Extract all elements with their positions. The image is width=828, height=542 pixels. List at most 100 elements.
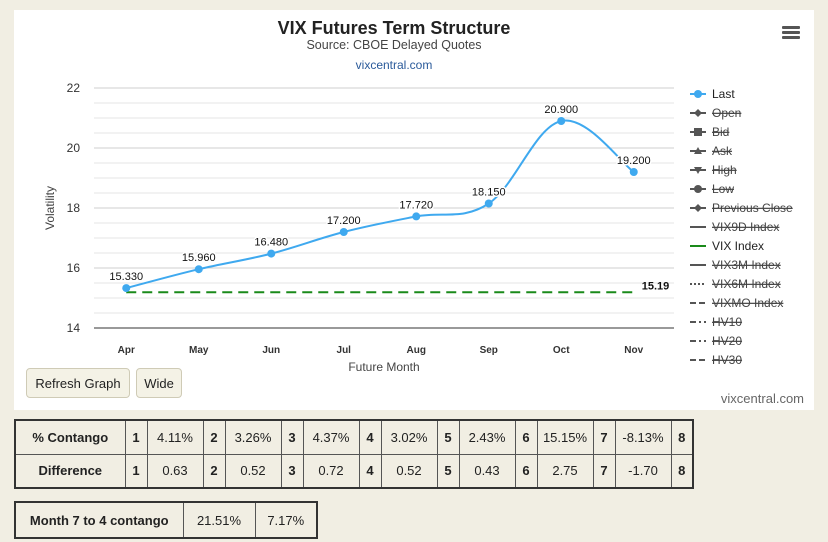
contango-index-4: 4 <box>358 419 382 455</box>
y-tick-label: 22 <box>67 81 81 95</box>
y-tick-label: 18 <box>67 201 81 215</box>
last-point-nov <box>629 168 638 176</box>
difference-value-4: 0.52 <box>380 453 438 489</box>
last-point-aug <box>412 212 421 221</box>
last-point-jul <box>339 228 348 236</box>
x-tick-label-aug: Aug <box>407 345 426 356</box>
legend-label-hv10: HV10 <box>712 315 742 329</box>
legend-label-open: Open <box>712 106 741 120</box>
difference-value-1: 0.63 <box>146 453 204 489</box>
summary-value-2: 7.17% <box>254 501 318 539</box>
legend-item-vixmo-index[interactable]: VIXMO Index <box>690 296 783 310</box>
legend-item-hv20[interactable]: HV20 <box>690 334 742 348</box>
x-axis-label: Future Month <box>348 360 419 374</box>
contango-value-1: 4.11% <box>146 419 204 455</box>
last-data-label-jul: 17.200 <box>327 215 361 227</box>
legend-label-vix9d-index: VIX9D Index <box>712 220 779 234</box>
chart-title: VIX Futures Term Structure <box>278 18 511 38</box>
contango-index-8: 8 <box>670 419 694 455</box>
legend-item-high[interactable]: High <box>690 163 737 177</box>
x-tick-label-jul: Jul <box>337 345 352 356</box>
legend-label-vix3m-index: VIX3M Index <box>712 258 781 272</box>
legend-label-hv20: HV20 <box>712 334 742 348</box>
legend-marker-previous-close <box>694 204 702 212</box>
legend-marker-last <box>694 90 702 98</box>
hamburger-menu-icon[interactable] <box>782 26 800 40</box>
difference-index-7: 7 <box>592 453 616 489</box>
legend-label-vixmo-index: VIXMO Index <box>712 296 783 310</box>
legend-item-previous-close[interactable]: Previous Close <box>690 201 793 215</box>
wide-button[interactable]: Wide <box>136 368 182 398</box>
difference-index-6: 6 <box>514 453 538 489</box>
contango-table: % Contango 1 4.11% 2 3.26% 3 4.37% 4 3.02% 5 2.43… <box>14 419 694 489</box>
legend-label-previous-close: Previous Close <box>712 201 793 215</box>
y-tick-label: 16 <box>67 261 81 275</box>
legend-label-vix6m-index: VIX6M Index <box>712 277 781 291</box>
legend-label-low: Low <box>712 182 734 196</box>
contango-index-3: 3 <box>280 419 304 455</box>
contango-row: % Contango 1 4.11% 2 3.26% 3 4.37% 4 3.02% 5 2.43… <box>14 419 694 455</box>
contango-value-7: -8.13% <box>614 419 672 455</box>
legend-marker-open <box>694 109 702 117</box>
contango-value-6: 15.15% <box>536 419 594 455</box>
legend-item-ask[interactable]: Ask <box>690 144 733 158</box>
legend-item-hv10[interactable]: HV10 <box>690 315 742 329</box>
difference-value-3: 0.72 <box>302 453 360 489</box>
legend-item-low[interactable]: Low <box>690 182 734 196</box>
x-tick-label-jun: Jun <box>262 345 280 356</box>
legend-marker-bid <box>694 128 702 136</box>
legend-label-vix-index: VIX Index <box>712 239 764 253</box>
difference-value-6: 2.75 <box>536 453 594 489</box>
chart-subtitle: Source: CBOE Delayed Quotes <box>306 38 481 52</box>
last-data-label-jun: 16.480 <box>254 237 288 249</box>
contango-index-5: 5 <box>436 419 460 455</box>
last-point-jun <box>267 249 276 258</box>
legend-label-hv30: HV30 <box>712 353 742 367</box>
legend-marker-low <box>694 185 702 193</box>
contango-value-5: 2.43% <box>458 419 516 455</box>
legend-item-vix3m-index[interactable]: VIX3M Index <box>690 258 781 272</box>
last-point-sep <box>484 199 493 208</box>
last-point-oct <box>557 117 566 125</box>
legend-item-last[interactable]: Last <box>690 87 735 101</box>
last-data-label-sep: 18.150 <box>472 187 506 199</box>
summary-table: Month 7 to 4 contango 21.51% 7.17% <box>14 501 318 539</box>
legend-label-last: Last <box>712 87 735 101</box>
legend-marker-ask <box>694 147 702 154</box>
difference-index-8: 8 <box>670 453 694 489</box>
contango-value-4: 3.02% <box>380 419 438 455</box>
difference-value-7: -1.70 <box>614 453 672 489</box>
legend-label-ask: Ask <box>712 144 733 158</box>
last-data-label-oct: 20.900 <box>544 104 578 116</box>
x-tick-label-oct: Oct <box>553 345 570 356</box>
contango-index-6: 6 <box>514 419 538 455</box>
contango-index-2: 2 <box>202 419 226 455</box>
difference-label: Difference <box>14 453 126 489</box>
legend-item-open[interactable]: Open <box>690 106 741 120</box>
refresh-graph-button[interactable]: Refresh Graph <box>26 368 130 398</box>
last-point-apr <box>122 284 131 293</box>
legend-item-bid[interactable]: Bid <box>690 125 729 139</box>
x-tick-label-sep: Sep <box>480 345 498 356</box>
x-tick-label-nov: Nov <box>624 345 643 356</box>
legend-item-vix6m-index[interactable]: VIX6M Index <box>690 277 781 291</box>
contango-index-7: 7 <box>592 419 616 455</box>
last-data-label-nov: 19.200 <box>617 155 651 167</box>
chart-panel: VIX Futures Term Structure Source: CBOE D… <box>14 10 814 410</box>
credit-link[interactable]: vixcentral.com <box>356 58 433 72</box>
summary-row: Month 7 to 4 contango 21.51% 7.17% <box>14 501 318 539</box>
x-tick-label-may: May <box>189 345 209 356</box>
y-tick-label: 14 <box>67 321 81 335</box>
legend-label-bid: Bid <box>712 125 729 139</box>
y-tick-label: 20 <box>67 141 81 155</box>
difference-index-5: 5 <box>436 453 460 489</box>
difference-value-2: 0.52 <box>224 453 282 489</box>
credit-watermark[interactable]: vixcentral.com <box>720 391 804 406</box>
difference-row: Difference 1 0.63 2 0.52 3 0.72 4 0.52 5 0.43 6 2.7… <box>14 453 694 489</box>
y-axis-label: Volatility <box>43 186 57 230</box>
legend-item-hv30[interactable]: HV30 <box>690 353 742 367</box>
legend-item-vix9d-index[interactable]: VIX9D Index <box>690 220 779 234</box>
vix-index-end-label: 15.19 <box>642 280 670 292</box>
legend-item-vix-index[interactable]: VIX Index <box>690 239 764 253</box>
